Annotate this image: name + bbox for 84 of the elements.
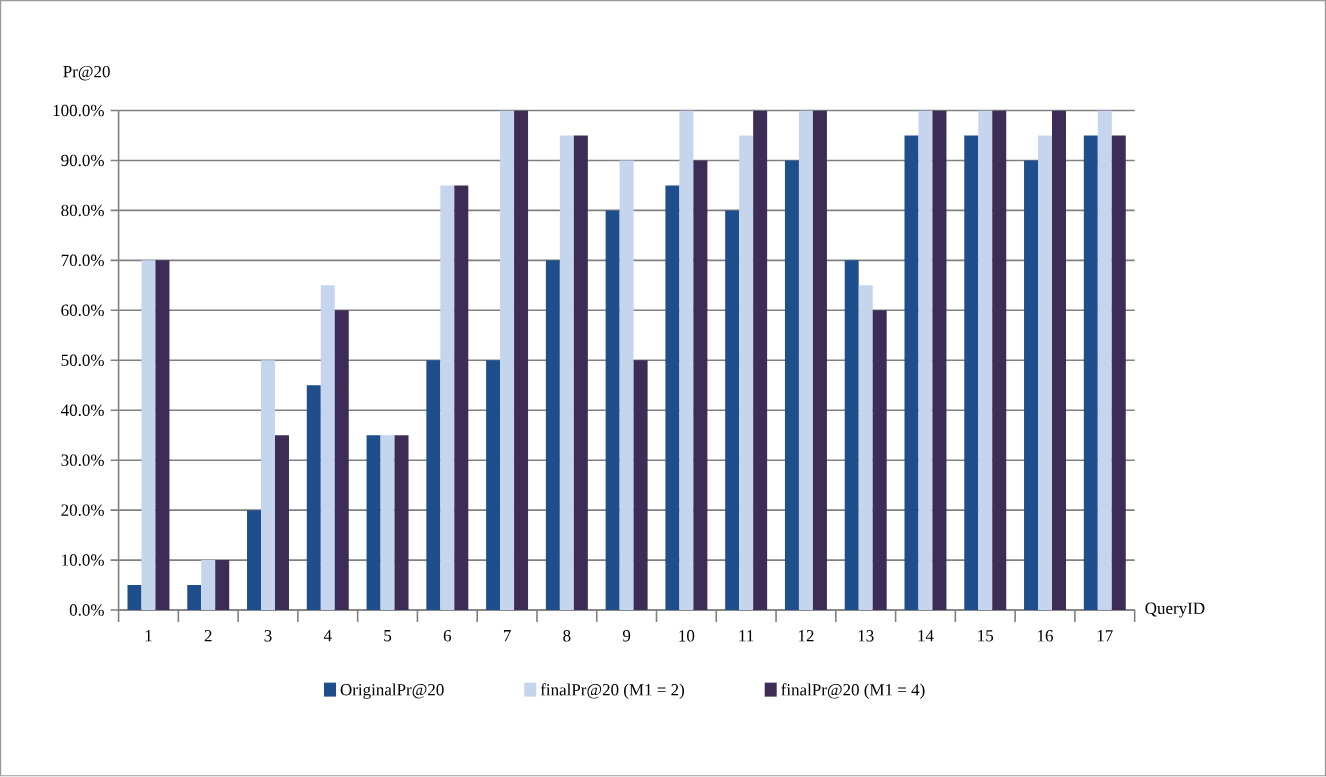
bar [275,435,289,611]
x-tick-label: 15 [978,630,994,642]
x-tick-label: 9 [622,630,631,642]
bar [1038,135,1053,611]
bar [904,135,919,611]
x-tick-label: 11 [739,630,754,642]
bar [1024,160,1039,611]
bar [619,160,634,611]
bar [932,110,947,611]
bar [812,110,827,611]
bar [1111,135,1126,611]
bar [918,110,933,611]
bar [426,360,441,611]
y-tick-label: 60.0% [61,304,104,317]
bar [1097,110,1112,611]
x-tick-label: 1 [145,630,152,642]
bar [440,185,455,611]
x-tick-label: 3 [264,630,272,642]
bar [573,135,588,611]
y-tick-label: 70.0% [61,254,104,267]
x-tick-label: 6 [443,630,452,642]
x-tick-label: 10 [679,630,695,642]
x-axis-title: QueryID [1145,602,1205,618]
x-tick-label: 12 [798,630,814,642]
bar [964,135,979,611]
x-tick-label: 13 [858,630,874,642]
bar [500,110,515,611]
bar [187,585,202,611]
bar [127,585,142,611]
bar [454,185,469,611]
bar [141,260,156,611]
x-tick-label: 7 [503,630,511,642]
x-tick-label: 2 [204,630,212,642]
x-tick-label: 4 [323,630,332,642]
bar [693,160,708,611]
legend-label: finalPr@20 (M1 = 2) [540,683,685,700]
bar [739,135,754,611]
bar [486,360,501,611]
bar [992,110,1007,611]
bar [872,310,887,611]
bar [679,110,694,611]
bar [320,285,335,611]
y-tick-label: 0.0% [69,604,104,617]
bar [665,185,680,611]
bar [605,210,620,611]
x-tick-label: 17 [1097,630,1113,642]
bar [1052,110,1066,611]
bar [334,310,349,611]
bar [261,360,275,611]
bar [798,110,813,611]
y-tick-label: 10.0% [62,554,104,567]
bar [784,160,799,611]
bar [559,135,574,611]
bar [247,510,262,611]
bar [514,110,529,611]
y-tick-label: 100.0% [53,104,104,117]
bar [633,360,648,611]
bar [1083,135,1098,611]
y-axis-title: Pr@20 [63,66,110,81]
bar [380,435,395,611]
bar [201,560,216,611]
bar [366,435,381,611]
bar [306,385,321,611]
x-tick-label: 14 [918,630,934,642]
y-tick-label: 30.0% [61,454,104,467]
bar [155,260,170,611]
legend-label: OriginalPr@20 [340,683,444,700]
bar [394,435,409,611]
y-tick-label: 90.0% [61,154,104,167]
bar [978,110,993,611]
x-tick-label: 5 [384,630,392,642]
y-tick-label: 50.0% [61,354,104,367]
bar [858,285,873,611]
legend-label: finalPr@20 (M1 = 4) [781,683,925,700]
bar [725,210,740,611]
y-tick-label: 40.0% [61,404,104,417]
bar [753,110,768,611]
y-tick-label: 80.0% [61,204,104,217]
bar [215,560,230,611]
bar [545,260,560,611]
x-tick-label: 16 [1038,630,1054,642]
x-tick-label: 8 [563,630,571,642]
bar [844,260,859,611]
y-tick-label: 20.0% [61,504,104,517]
